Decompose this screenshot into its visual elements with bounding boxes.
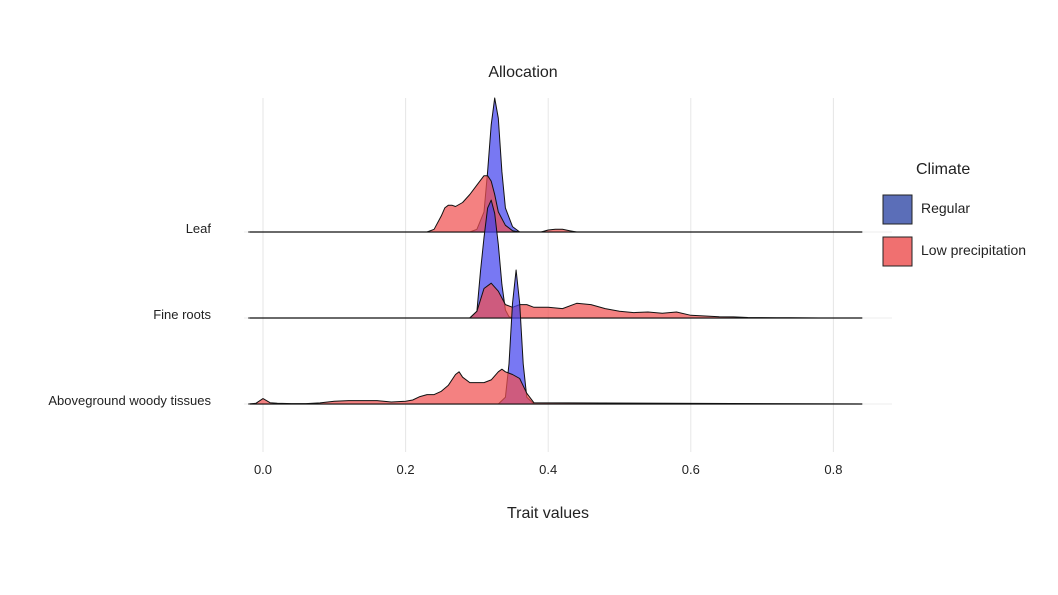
grid: [244, 98, 892, 452]
y-axis-labels: Leaf Fine roots Aboveground woody tissues: [48, 221, 211, 408]
legend: Climate Regular Low precipitation: [882, 161, 1026, 267]
ridge-regular-1: [248, 199, 863, 319]
legend-swatch-regular: [882, 194, 913, 225]
ridge-regular-2: [248, 269, 863, 405]
chart-title: Allocation: [488, 64, 557, 81]
legend-title: Climate: [916, 161, 970, 178]
y-tick-label-0: Leaf: [186, 221, 212, 236]
x-tick-label-4: 0.8: [824, 462, 842, 477]
x-tick-label-2: 0.4: [539, 462, 557, 477]
x-tick-label-3: 0.6: [682, 462, 700, 477]
ridge-low-precipitation-1: [248, 282, 863, 319]
x-tick-label-1: 0.2: [397, 462, 415, 477]
legend-swatch-low-precipitation: [882, 236, 913, 267]
ridge-low-precipitation-2: [248, 368, 863, 405]
y-tick-label-2: Aboveground woody tissues: [48, 393, 211, 408]
x-tick-label-0: 0.0: [254, 462, 272, 477]
ridge-regular-0: [248, 97, 863, 233]
x-axis-title: Trait values: [507, 505, 589, 522]
x-axis-ticks: 0.0 0.2 0.4 0.6 0.8: [254, 462, 842, 477]
legend-label-low-precipitation: Low precipitation: [921, 242, 1026, 258]
y-tick-label-1: Fine roots: [153, 307, 211, 322]
legend-label-regular: Regular: [921, 200, 970, 216]
ridge-low-precipitation-0: [248, 175, 863, 233]
ridges: [248, 97, 863, 405]
